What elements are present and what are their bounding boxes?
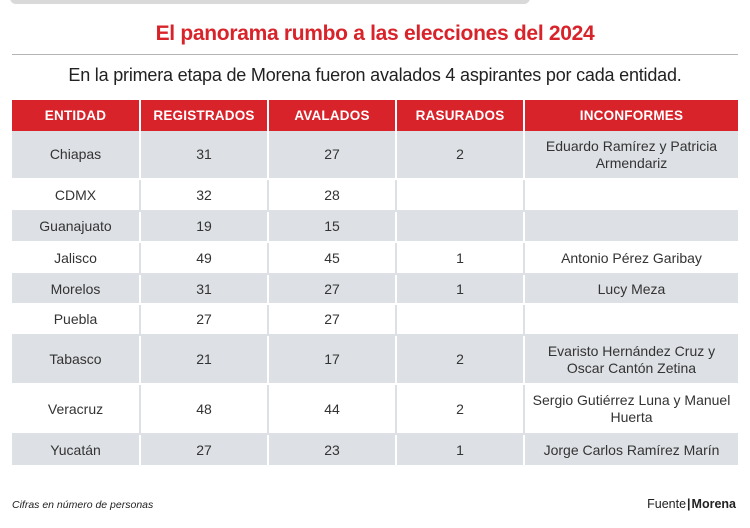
cell-avalados: 23 bbox=[268, 434, 397, 467]
table-row: Veracruz 48 44 2 Sergio Gutiérrez Luna y… bbox=[12, 384, 738, 435]
top-decoration-bar bbox=[10, 0, 530, 4]
cell-inconformes bbox=[524, 304, 738, 336]
cell-inconformes: Evaristo Hernández Cruz y Oscar Cantón Z… bbox=[524, 335, 738, 385]
chart-subtitle: En la primera etapa de Morena fueron ava… bbox=[68, 65, 682, 85]
cell-avalados: 27 bbox=[268, 131, 397, 180]
cell-entidad: Yucatán bbox=[12, 434, 141, 467]
cell-registrados: 48 bbox=[140, 384, 269, 435]
table-row: Puebla 27 27 bbox=[12, 304, 738, 336]
cell-avalados: 27 bbox=[268, 274, 397, 305]
column-header-inconformes: INCONFORMES bbox=[524, 100, 738, 131]
table-row: Morelos 31 27 1 Lucy Meza bbox=[12, 274, 738, 305]
cell-avalados: 44 bbox=[268, 384, 397, 435]
table-row: CDMX 32 28 bbox=[12, 179, 738, 212]
cell-avalados: 28 bbox=[268, 179, 397, 212]
cell-inconformes: Antonio Pérez Garibay bbox=[524, 242, 738, 275]
cell-rasurados: 1 bbox=[396, 274, 525, 305]
footer-note: Cifras en número de personas bbox=[12, 499, 154, 511]
cell-entidad: Guanajuato bbox=[12, 211, 141, 243]
cell-avalados: 45 bbox=[268, 242, 397, 275]
cell-registrados: 21 bbox=[140, 335, 269, 385]
data-table: ENTIDAD REGISTRADOS AVALADOS RASURADOS I… bbox=[12, 100, 738, 467]
column-header-entidad: ENTIDAD bbox=[12, 100, 141, 131]
cell-rasurados: 2 bbox=[396, 335, 525, 385]
table-row: Jalisco 49 45 1 Antonio Pérez Garibay bbox=[12, 242, 738, 275]
cell-inconformes bbox=[524, 211, 738, 243]
cell-entidad: Morelos bbox=[12, 274, 141, 305]
cell-registrados: 27 bbox=[140, 304, 269, 336]
cell-rasurados bbox=[396, 304, 525, 336]
source-separator: | bbox=[687, 497, 691, 511]
column-header-avalados: AVALADOS bbox=[268, 100, 397, 131]
cell-entidad: Tabasco bbox=[12, 335, 141, 385]
cell-registrados: 49 bbox=[140, 242, 269, 275]
cell-entidad: Puebla bbox=[12, 304, 141, 336]
cell-avalados: 17 bbox=[268, 335, 397, 385]
cell-avalados: 27 bbox=[268, 304, 397, 336]
table-header-row: ENTIDAD REGISTRADOS AVALADOS RASURADOS I… bbox=[12, 100, 738, 131]
source-label: Fuente bbox=[647, 497, 687, 511]
cell-rasurados: 1 bbox=[396, 434, 525, 467]
cell-registrados: 19 bbox=[140, 211, 269, 243]
cell-inconformes: Jorge Carlos Ramírez Marín bbox=[524, 434, 738, 467]
cell-registrados: 27 bbox=[140, 434, 269, 467]
cell-inconformes bbox=[524, 179, 738, 212]
table-row: Tabasco 21 17 2 Evaristo Hernández Cruz … bbox=[12, 335, 738, 385]
table-row: Chiapas 31 27 2 Eduardo Ramírez y Patric… bbox=[12, 131, 738, 180]
cell-inconformes: Eduardo Ramírez y Patricia Armendariz bbox=[524, 131, 738, 180]
cell-rasurados: 2 bbox=[396, 131, 525, 180]
cell-inconformes: Lucy Meza bbox=[524, 274, 738, 305]
column-header-rasurados: RASURADOS bbox=[396, 100, 525, 131]
cell-rasurados: 1 bbox=[396, 242, 525, 275]
cell-entidad: Veracruz bbox=[12, 384, 141, 435]
cell-entidad: Jalisco bbox=[12, 242, 141, 275]
cell-rasurados bbox=[396, 211, 525, 243]
cell-registrados: 32 bbox=[140, 179, 269, 212]
cell-avalados: 15 bbox=[268, 211, 397, 243]
source-credit: Fuente|Morena bbox=[647, 497, 736, 511]
source-name: Morena bbox=[691, 497, 736, 511]
cell-rasurados: 2 bbox=[396, 384, 525, 435]
cell-registrados: 31 bbox=[140, 131, 269, 180]
table-row: Guanajuato 19 15 bbox=[12, 211, 738, 243]
chart-title: El panorama rumbo a las elecciones del 2… bbox=[155, 22, 595, 45]
title-divider bbox=[12, 54, 738, 55]
cell-entidad: CDMX bbox=[12, 179, 141, 212]
cell-registrados: 31 bbox=[140, 274, 269, 305]
cell-entidad: Chiapas bbox=[12, 131, 141, 180]
column-header-registrados: REGISTRADOS bbox=[140, 100, 269, 131]
cell-rasurados bbox=[396, 179, 525, 212]
cell-inconformes: Sergio Gutiérrez Luna y Manuel Huerta bbox=[524, 384, 738, 435]
top-decoration bbox=[0, 0, 750, 12]
table-row: Yucatán 27 23 1 Jorge Carlos Ramírez Mar… bbox=[12, 434, 738, 467]
